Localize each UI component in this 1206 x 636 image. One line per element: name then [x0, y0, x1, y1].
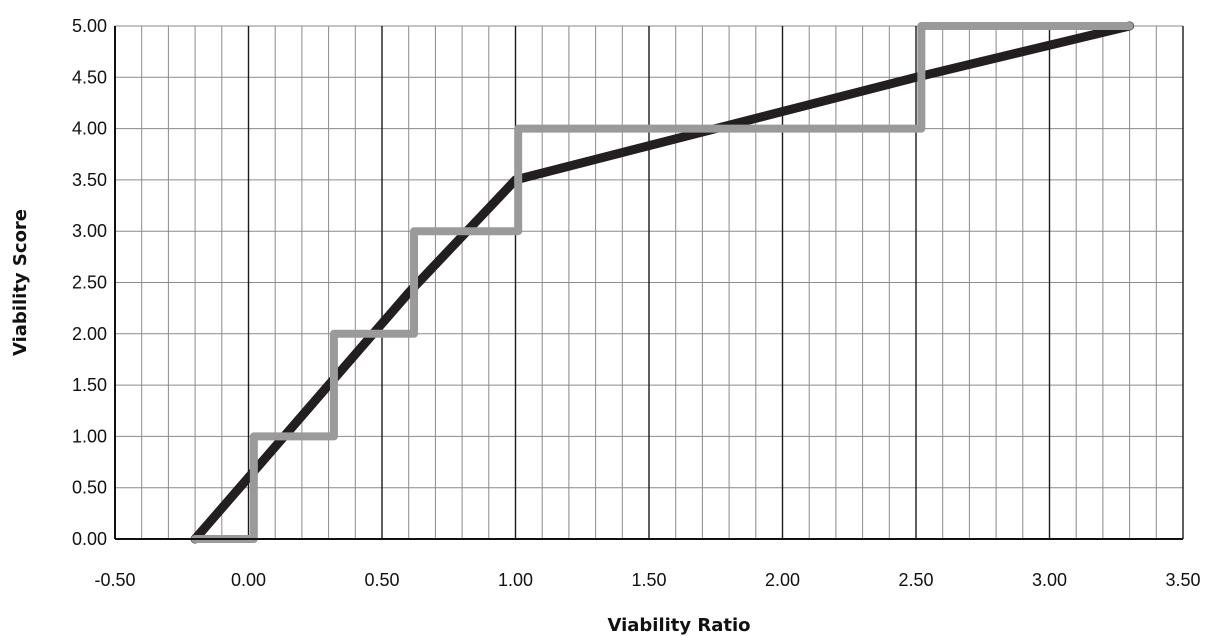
y-tick-label: 2.50 — [72, 273, 107, 293]
x-tick-label: 3.00 — [1032, 570, 1067, 590]
x-tick-label: 3.50 — [1165, 570, 1200, 590]
y-axis-title: Viability Score — [10, 209, 31, 356]
y-tick-label: 3.00 — [72, 221, 107, 241]
y-tick-label: 1.50 — [72, 375, 107, 395]
series-layer — [190, 21, 1135, 544]
x-tick-label: -0.50 — [94, 570, 135, 590]
x-tick-label: 2.50 — [898, 570, 933, 590]
x-tick-label: 0.50 — [364, 570, 399, 590]
x-tick-label: 0.00 — [231, 570, 266, 590]
y-tick-label: 4.00 — [72, 119, 107, 139]
x-tick-labels: -0.50 0.00 0.50 1.00 1.50 2.00 2.50 3.00 3.50 — [94, 570, 1200, 590]
y-tick-label: 0.00 — [72, 529, 107, 549]
y-tick-label: 4.50 — [72, 67, 107, 87]
y-tick-labels: 0.00 0.50 1.00 1.50 2.00 2.50 3.00 3.50 4.00 4.50… — [72, 16, 107, 549]
axes — [114, 26, 1183, 540]
y-tick-label: 0.50 — [72, 478, 107, 498]
x-tick-label: 2.00 — [765, 570, 800, 590]
y-tick-label: 2.00 — [72, 324, 107, 344]
x-tick-label: 1.50 — [631, 570, 666, 590]
step-series-line — [191, 22, 1134, 543]
x-axis-title: Viability Ratio — [607, 615, 750, 636]
x-tick-label: 1.00 — [498, 570, 533, 590]
y-tick-label: 1.00 — [72, 426, 107, 446]
y-tick-label: 3.50 — [72, 170, 107, 190]
y-tick-label: 5.00 — [72, 16, 107, 36]
